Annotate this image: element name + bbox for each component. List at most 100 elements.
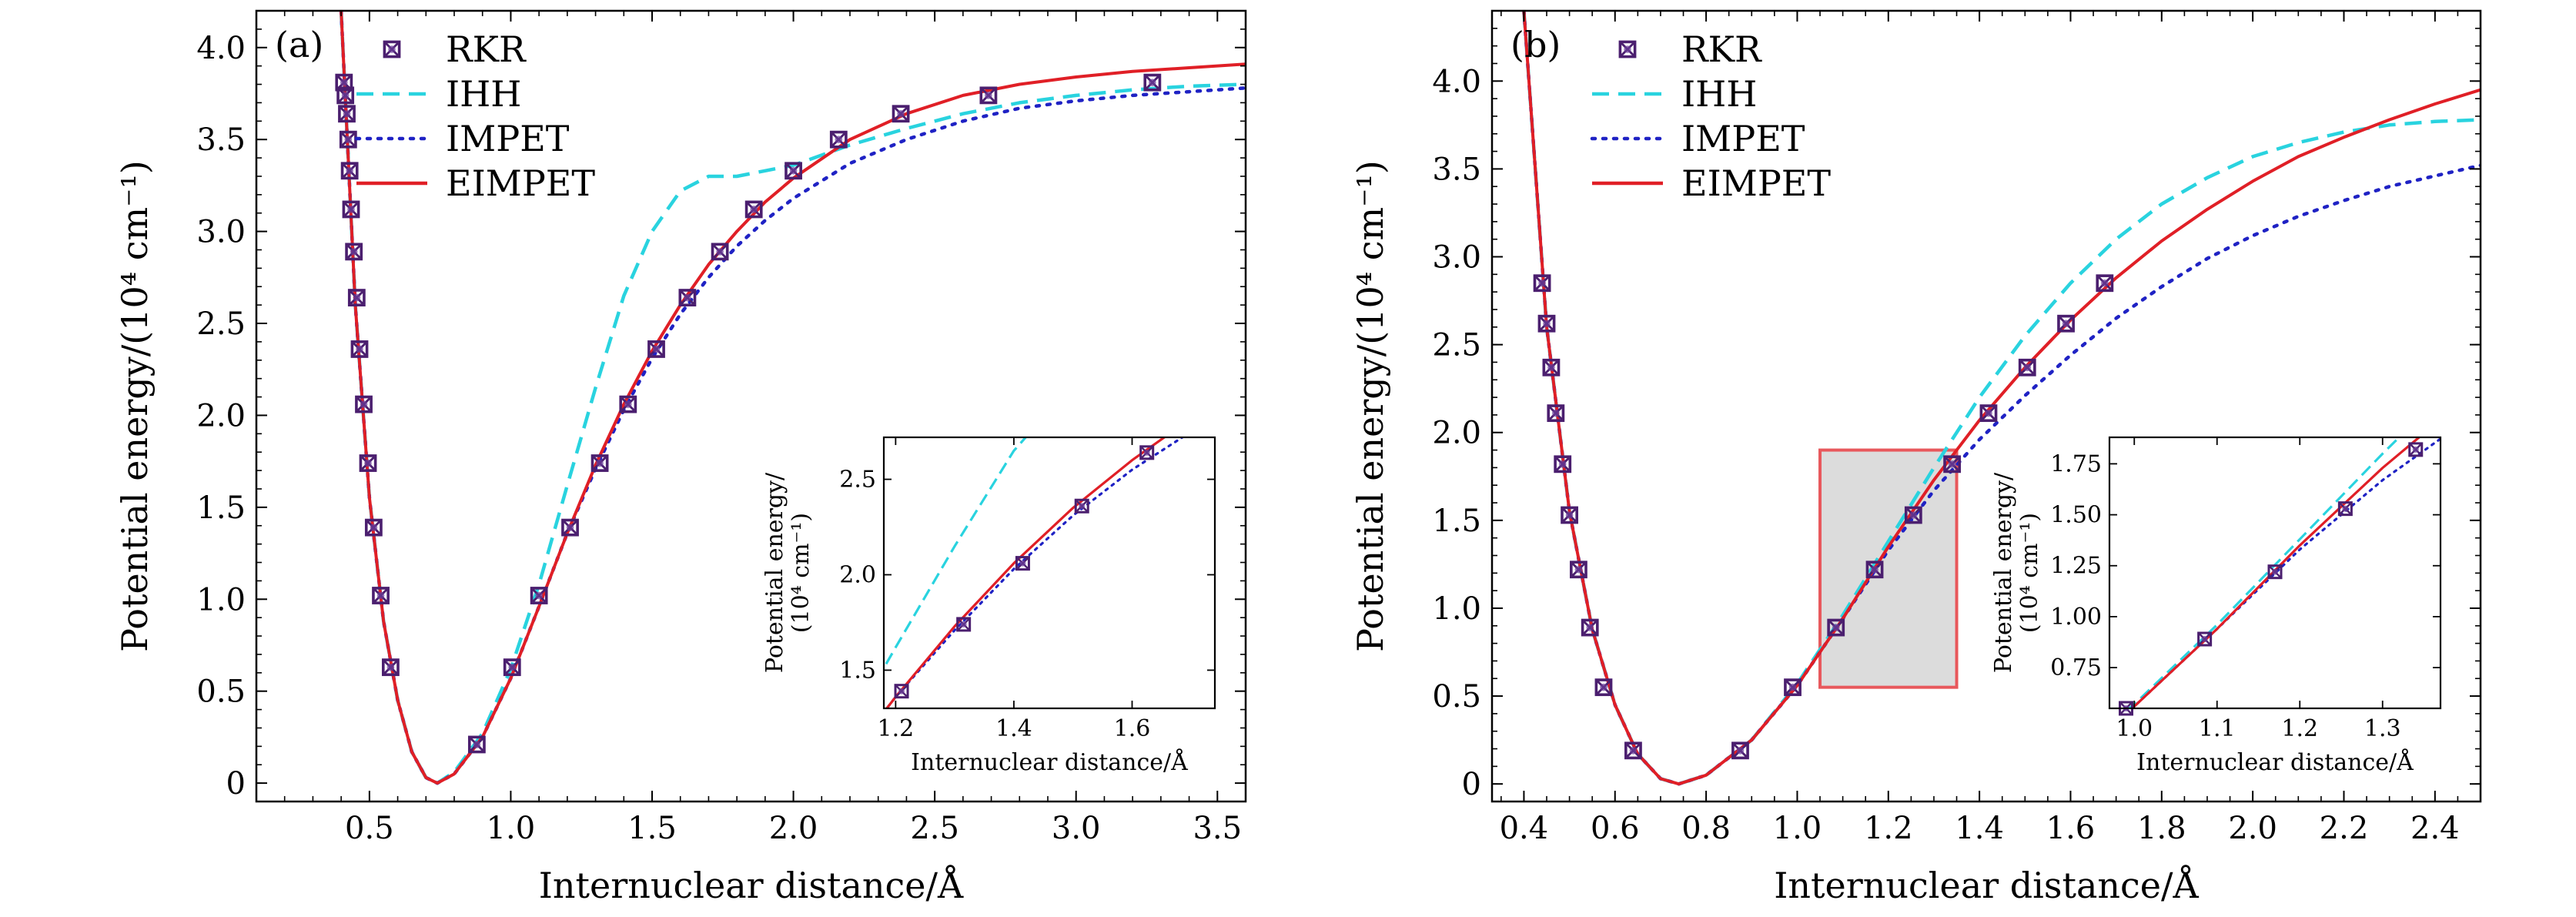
x-tick-label: 2.5 xyxy=(910,811,959,846)
x-tick-label: 2.2 xyxy=(2320,811,2369,846)
chart-panel-b: 0.4 0.6 0.8 1.0 1.2 1.4 1.6 1.8 2.0 2.2 2.4 0 0.5 1.0… xyxy=(1350,9,2482,906)
inset-x-tick-label: 1.0 xyxy=(2116,715,2153,742)
axis-ticks xyxy=(1492,10,2481,802)
legend-marker-rkr xyxy=(1618,40,1637,59)
x-tick-label: 0.6 xyxy=(1591,811,1640,846)
x-tick-label: 1.0 xyxy=(1773,811,1822,846)
series-line-ihh xyxy=(339,11,1246,785)
y-tick-label: 0 xyxy=(226,766,246,802)
x-tick-label: 2.0 xyxy=(769,811,818,846)
plot-frame xyxy=(255,9,1247,803)
x-tick-label: 3.0 xyxy=(1052,811,1101,846)
inset-frame xyxy=(2108,436,2442,710)
legend-label-rkr: RKR xyxy=(1681,28,1762,70)
y-tick-label: 0.5 xyxy=(196,674,246,710)
inset-y-tick-label: 1.25 xyxy=(2050,553,2102,580)
chart-panel-a: 0.5 1.0 1.5 2.0 2.5 3.0 3.5 0 0.5 1.0 1.5 2.0 2.5 3.0… xyxy=(114,9,1247,906)
inset-y-axis-label-line2: (10⁴ cm⁻¹) xyxy=(788,513,815,633)
x-axis-label: Internuclear distance/Å xyxy=(1774,864,2199,906)
inset-y-tick-label: 2.5 xyxy=(839,467,876,494)
inset-y-axis-label-line1: Potential energy/ xyxy=(761,472,788,673)
x-tick-label: 2.4 xyxy=(2410,811,2460,846)
series-line-ihh xyxy=(2126,437,2401,708)
y-tick-label: 4.0 xyxy=(196,31,246,66)
inset-y-tick-label: 1.50 xyxy=(2050,502,2102,529)
x-tick-label: 1.4 xyxy=(1955,811,2004,846)
inset-x-tick-label: 1.2 xyxy=(877,715,914,742)
x-tick-label: 1.8 xyxy=(2137,811,2186,846)
inset-x-axis-label: Internuclear distance/Å xyxy=(2136,748,2414,776)
series-line-eimpet xyxy=(885,437,1167,708)
y-axis-label: Potential energy/(10⁴ cm⁻¹) xyxy=(114,160,156,652)
x-tick-label: 0.4 xyxy=(1500,811,1549,846)
rkr-data-point xyxy=(711,243,729,261)
y-tick-label: 1.0 xyxy=(196,582,246,617)
inset-chart: 1.2 1.4 1.6 1.5 2.0 2.5 Internuclear distance/… xyxy=(761,436,1216,776)
x-tick-label: 3.5 xyxy=(1193,811,1242,846)
inset-x-tick-label: 1.6 xyxy=(1114,715,1151,742)
x-axis-label: Internuclear distance/Å xyxy=(539,864,964,906)
inset-x-tick-label: 1.2 xyxy=(2281,715,2318,742)
zoom-region-box xyxy=(1818,448,1959,689)
x-tick-label: 0.8 xyxy=(1681,811,1731,846)
inset-background xyxy=(884,437,1215,708)
y-tick-label: 3.5 xyxy=(196,122,246,158)
y-tick-label: 0.5 xyxy=(1432,679,1481,715)
series-line-ihh xyxy=(884,437,1028,671)
y-tick-label: 1.5 xyxy=(1432,504,1481,539)
y-tick-label: 2.0 xyxy=(1432,416,1481,451)
panel-label: (b) xyxy=(1510,24,1561,65)
inset-chart: 1.0 1.1 1.2 1.3 0.75 1.00 1.25 1.50 1.75 Internuc… xyxy=(1990,436,2442,776)
x-tick-label: 0.5 xyxy=(345,811,394,846)
inset-y-tick-label: 1.75 xyxy=(2050,450,2102,477)
inset-y-tick-label: 2.0 xyxy=(839,561,876,588)
panel-label: (a) xyxy=(275,24,323,65)
y-tick-label: 3.5 xyxy=(1432,152,1481,187)
x-tick-label: 1.5 xyxy=(627,811,677,846)
y-tick-label: 4.0 xyxy=(1432,64,1481,99)
inset-y-axis-label-line1: Potential energy/ xyxy=(1990,472,2017,673)
series-lines xyxy=(884,437,1185,708)
x-tick-label: 1.2 xyxy=(1864,811,1913,846)
y-tick-label: 1.5 xyxy=(196,490,246,526)
y-tick-label: 3.0 xyxy=(196,215,246,250)
y-axis-label: Potential energy/(10⁴ cm⁻¹) xyxy=(1350,160,1391,652)
inset-y-tick-label: 1.00 xyxy=(2050,604,2102,631)
legend-label-eimpet: EIMPET xyxy=(1681,162,1831,204)
axis-ticks xyxy=(256,10,1246,802)
legend-label-ihh: IHH xyxy=(1681,73,1757,115)
inset-x-tick-label: 1.3 xyxy=(2364,715,2401,742)
x-tick-label: 1.6 xyxy=(2046,811,2096,846)
y-tick-label: 2.5 xyxy=(1432,328,1481,363)
y-tick-label: 2.0 xyxy=(196,398,246,433)
legend-label-eimpet: EIMPET xyxy=(446,162,595,204)
legend-marker-rkr xyxy=(383,40,401,59)
rkr-data-point xyxy=(829,130,848,149)
rkr-data-point xyxy=(2018,358,2036,377)
inset-x-tick-label: 1.1 xyxy=(2199,715,2236,742)
rkr-data-point xyxy=(1731,741,1749,760)
rkr-data-point xyxy=(2057,314,2075,333)
inset-y-tick-label: 0.75 xyxy=(2050,654,2102,681)
series-line-impet xyxy=(885,437,1185,708)
legend-label-impet: IMPET xyxy=(1681,118,1805,159)
x-tick-label: 2.0 xyxy=(2228,811,2277,846)
y-tick-label: 2.5 xyxy=(196,306,246,342)
legend-label-impet: IMPET xyxy=(446,118,570,159)
legend-label-ihh: IHH xyxy=(446,73,521,115)
x-tick-label: 1.0 xyxy=(487,811,536,846)
inset-frame xyxy=(882,436,1216,710)
plot-frame xyxy=(1490,9,2482,803)
series-line-eimpet xyxy=(2129,437,2421,708)
y-tick-label: 3.0 xyxy=(1432,240,1481,276)
y-tick-label: 1.0 xyxy=(1432,591,1481,627)
inset-x-axis-label: Internuclear distance/Å xyxy=(911,748,1188,776)
inset-y-tick-label: 1.5 xyxy=(839,657,876,684)
legend-label-rkr: RKR xyxy=(446,28,527,70)
inset-x-tick-label: 1.4 xyxy=(995,715,1032,742)
y-tick-label: 0 xyxy=(1462,767,1481,802)
inset-y-axis-label-line2: (10⁴ cm⁻¹) xyxy=(2016,513,2043,633)
